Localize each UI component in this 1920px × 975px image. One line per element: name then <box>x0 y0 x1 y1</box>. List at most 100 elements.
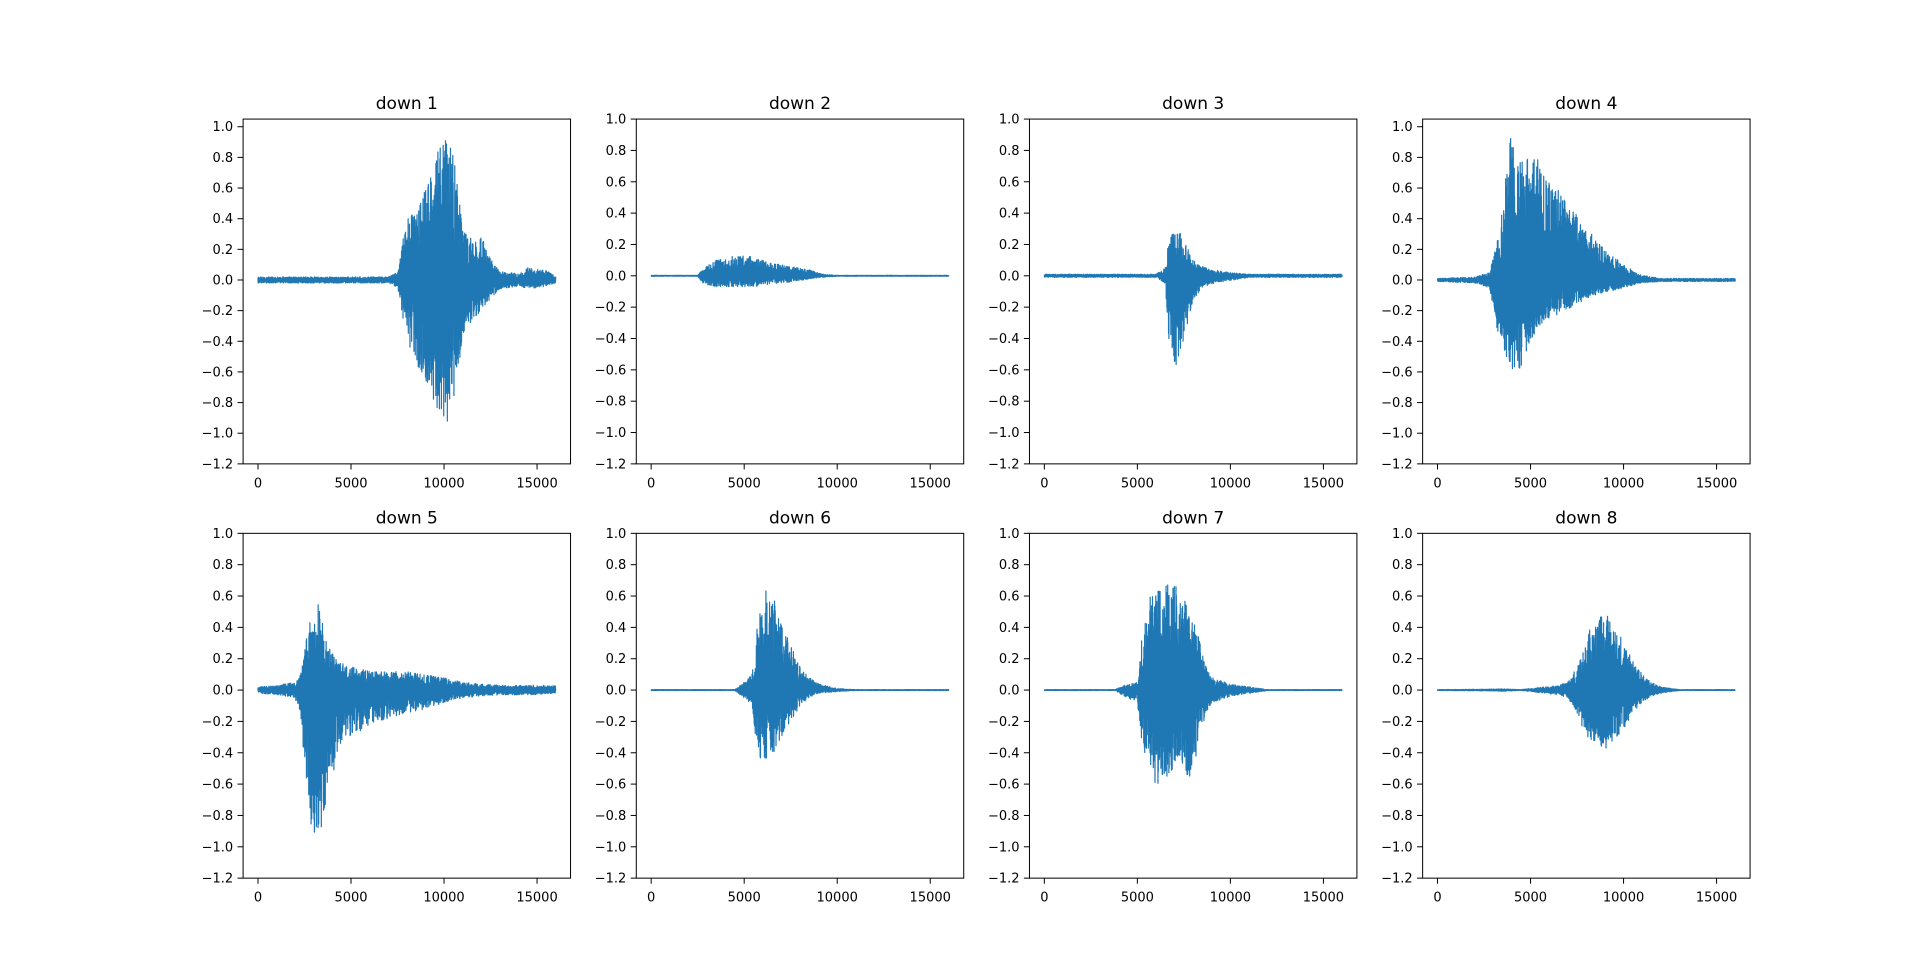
y-tick-label: −0.6 <box>1381 365 1413 380</box>
y-tick-label: −1.0 <box>595 426 627 441</box>
x-tick-label: 0 <box>254 891 262 906</box>
x-tick-label: 0 <box>647 891 655 906</box>
y-tick-label: −1.2 <box>595 872 627 887</box>
y-tick-label: −0.6 <box>988 778 1020 793</box>
y-tick-label: 0.6 <box>1392 182 1413 197</box>
subplot: 0 5000 10000 15000 −1.2 −1.0 −0.8 −0.6 −0.4 −0.2 0… <box>595 508 965 906</box>
y-tick-label: 0.0 <box>999 684 1020 699</box>
y-tick-label: −1.0 <box>202 427 234 442</box>
subplot-title: down 6 <box>769 508 831 528</box>
y-tick-label: −0.8 <box>202 809 234 824</box>
y-tick-label: 1.0 <box>212 120 233 135</box>
y-tick-label: 0.0 <box>212 684 233 699</box>
y-tick-label: −0.4 <box>202 335 234 350</box>
y-tick-label: −0.6 <box>988 363 1020 378</box>
y-tick-label: 0.4 <box>999 621 1020 636</box>
x-tick-label: 5000 <box>1514 891 1547 906</box>
y-tick-label: 1.0 <box>606 527 627 542</box>
y-tick-label: −0.4 <box>988 746 1020 761</box>
y-tick-label: −0.2 <box>988 301 1020 316</box>
y-tick-label: 0.4 <box>212 621 233 636</box>
y-tick-label: 1.0 <box>999 113 1020 128</box>
y-tick-label: 0.2 <box>606 652 627 667</box>
x-tick-label: 0 <box>647 476 655 491</box>
y-tick-label: 0.6 <box>606 175 627 190</box>
axes-frame <box>1422 118 1751 465</box>
y-tick-label: 0.4 <box>212 212 233 227</box>
subplot-title: down 4 <box>1555 94 1617 114</box>
y-tick-label: 1.0 <box>1392 527 1413 542</box>
x-tick-label: 10000 <box>1210 476 1251 491</box>
y-tick-label: 0.6 <box>212 182 233 197</box>
subplot-title: down 1 <box>376 94 438 114</box>
subplot: 0 5000 10000 15000 −1.2 −1.0 −0.8 −0.6 −0.4 −0.2 0… <box>595 94 965 491</box>
x-tick-label: 15000 <box>516 476 557 491</box>
x-tick-label: 15000 <box>516 891 557 906</box>
y-tick-label: 0.2 <box>1392 652 1413 667</box>
x-tick-label: 10000 <box>817 476 858 491</box>
y-tick-label: −1.2 <box>988 872 1020 887</box>
y-tick-label: −0.2 <box>595 715 627 730</box>
y-tick-label: 0.0 <box>606 684 627 699</box>
y-tick-label: 0.0 <box>212 273 233 288</box>
y-tick-label: −0.6 <box>595 363 627 378</box>
waveform-line <box>650 255 950 288</box>
y-tick-label: −1.0 <box>1381 840 1413 855</box>
subplot-title: down 5 <box>376 508 438 528</box>
y-tick-label: 1.0 <box>212 527 233 542</box>
y-tick-label: 0.2 <box>1392 243 1413 258</box>
x-tick-label: 5000 <box>1121 891 1154 906</box>
x-tick-label: 0 <box>1433 891 1441 906</box>
axes-frame <box>242 532 572 879</box>
y-tick-label: −1.2 <box>202 457 234 472</box>
subplot: 0 5000 10000 15000 −1.2 −1.0 −0.8 −0.6 −0.4 −0.2 0… <box>988 94 1358 491</box>
y-tick-label: 0.0 <box>606 269 627 284</box>
waveform-line <box>1043 584 1343 784</box>
x-tick-label: 0 <box>1040 476 1048 491</box>
x-tick-label: 5000 <box>334 476 367 491</box>
subplot: 0 5000 10000 15000 −1.2 −1.0 −0.8 −0.6 −0.4 −0.2 0… <box>1381 94 1751 491</box>
y-tick-label: −1.0 <box>595 840 627 855</box>
subplot-title: down 3 <box>1162 94 1224 114</box>
y-tick-label: −0.2 <box>1381 304 1413 319</box>
y-tick-label: −0.6 <box>595 778 627 793</box>
y-tick-label: 0.6 <box>606 590 627 605</box>
y-tick-label: 0.2 <box>999 652 1020 667</box>
y-tick-label: 0.4 <box>1392 621 1413 636</box>
y-tick-label: −1.2 <box>595 457 627 472</box>
y-tick-label: 0.8 <box>212 151 233 166</box>
x-tick-label: 0 <box>1433 476 1441 491</box>
x-tick-label: 10000 <box>1603 891 1644 906</box>
y-tick-label: 0.0 <box>1392 684 1413 699</box>
y-tick-label: −1.2 <box>1381 457 1413 472</box>
subplot: 0 5000 10000 15000 −1.2 −1.0 −0.8 −0.6 −0.4 −0.2 0… <box>988 508 1358 906</box>
y-tick-label: 0.2 <box>212 652 233 667</box>
y-tick-label: −0.4 <box>1381 335 1413 350</box>
x-tick-label: 10000 <box>817 891 858 906</box>
y-tick-label: 0.6 <box>999 590 1020 605</box>
y-tick-label: 0.8 <box>999 144 1020 159</box>
y-tick-label: 1.0 <box>1392 120 1413 135</box>
x-tick-label: 10000 <box>423 891 464 906</box>
y-tick-label: −1.0 <box>202 840 234 855</box>
waveform-line <box>650 590 950 759</box>
x-tick-label: 15000 <box>1696 891 1737 906</box>
y-tick-label: 0.4 <box>606 621 627 636</box>
x-tick-label: 0 <box>254 476 262 491</box>
x-tick-label: 10000 <box>423 476 464 491</box>
subplot-title: down 7 <box>1162 508 1224 528</box>
subplot: 0 5000 10000 15000 −1.2 −1.0 −0.8 −0.6 −0.4 −0.2 0… <box>202 94 572 491</box>
y-tick-label: −1.0 <box>988 840 1020 855</box>
y-tick-label: 0.8 <box>999 558 1020 573</box>
y-tick-label: −0.6 <box>1381 778 1413 793</box>
y-tick-label: −1.2 <box>1381 872 1413 887</box>
y-tick-label: 0.4 <box>1392 212 1413 227</box>
x-tick-label: 10000 <box>1210 891 1251 906</box>
x-tick-label: 5000 <box>728 891 761 906</box>
y-tick-label: −1.0 <box>1381 427 1413 442</box>
subplot-title: down 8 <box>1555 508 1617 528</box>
y-tick-label: 0.4 <box>999 207 1020 222</box>
x-tick-label: 5000 <box>1514 476 1547 491</box>
y-tick-label: −0.8 <box>1381 809 1413 824</box>
waveform-line <box>1043 232 1343 366</box>
